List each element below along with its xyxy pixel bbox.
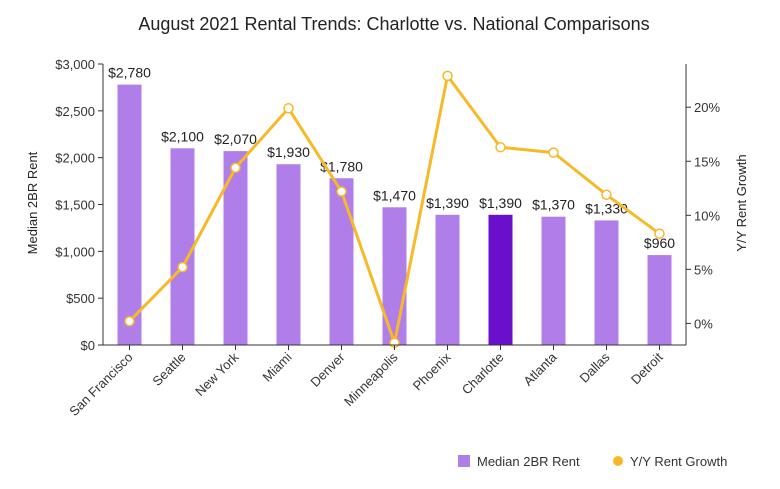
data-label: $2,100 xyxy=(161,128,204,144)
x-tick-label: Atlanta xyxy=(520,349,560,389)
bar xyxy=(276,164,301,345)
growth-point xyxy=(336,186,347,197)
bar xyxy=(223,151,248,345)
bar xyxy=(541,216,566,345)
legend-swatch-rent xyxy=(458,455,470,467)
y-tick-label: $1,000 xyxy=(55,244,95,259)
growth-point xyxy=(230,162,241,174)
x-tick-label: Seattle xyxy=(149,350,188,389)
growth-point xyxy=(283,103,294,114)
bar xyxy=(382,207,407,345)
growth-point xyxy=(177,261,188,273)
bar xyxy=(117,84,142,346)
y-tick-label: $1,500 xyxy=(55,198,95,213)
x-tick-label: Charlotte xyxy=(459,350,507,398)
bar xyxy=(170,148,195,345)
y-tick-label: $0 xyxy=(81,338,95,353)
growth-point xyxy=(495,141,506,153)
y-tick-label: $2,000 xyxy=(55,151,95,166)
data-label: $2,070 xyxy=(214,131,257,147)
growth-point xyxy=(442,70,453,82)
bar xyxy=(329,178,354,345)
legend: Median 2BR Rent Y/Y Rent Growth xyxy=(458,454,727,469)
legend-swatch-growth xyxy=(613,456,623,466)
growth-point xyxy=(654,228,665,239)
growth-point xyxy=(548,147,559,158)
y2-axis-title: Y/Y Rent Growth xyxy=(734,154,749,251)
y2-tick-label: 0% xyxy=(694,316,713,331)
data-label: $1,470 xyxy=(373,187,416,203)
data-label: $1,370 xyxy=(532,197,575,213)
y2-tick-label: 15% xyxy=(694,154,720,169)
data-label: $1,930 xyxy=(267,144,310,160)
legend-label-growth: Y/Y Rent Growth xyxy=(630,454,727,469)
data-label: $1,330 xyxy=(585,200,628,216)
data-label: $2,780 xyxy=(108,65,151,81)
data-label: $960 xyxy=(644,235,675,251)
x-tick-label: Miami xyxy=(259,349,294,384)
y2-tick-label: 5% xyxy=(694,262,713,277)
y2-tick-label: 20% xyxy=(694,100,720,115)
data-label: $1,390 xyxy=(426,195,469,211)
legend-label-rent: Median 2BR Rent xyxy=(477,454,580,469)
growth-point xyxy=(124,315,135,327)
x-tick-label: Phoenix xyxy=(410,349,454,393)
bar xyxy=(435,214,460,345)
y-axis-title: Median 2BR Rent xyxy=(25,151,40,254)
x-tick-label: Dallas xyxy=(576,349,613,386)
line-group xyxy=(124,70,665,349)
y-tick-label: $3,000 xyxy=(55,57,95,72)
x-tick-label: Denver xyxy=(307,349,348,390)
bar xyxy=(647,255,672,345)
data-label: $1,390 xyxy=(479,195,522,211)
y2-tick-label: 10% xyxy=(694,208,720,223)
y-tick-label: $2,500 xyxy=(55,104,95,119)
bar xyxy=(488,214,513,345)
data-label: $1,780 xyxy=(320,158,363,174)
bar xyxy=(594,220,619,345)
x-tick-label: San Francisco xyxy=(66,350,135,419)
x-tick-label: New York xyxy=(192,349,242,399)
chart-title: August 2021 Rental Trends: Charlotte vs.… xyxy=(138,14,649,34)
x-tick-label: Detroit xyxy=(628,349,666,387)
y-tick-label: $500 xyxy=(66,291,95,306)
x-tick-label: Minneapolis xyxy=(341,349,401,409)
growth-point xyxy=(601,189,612,201)
bars-group: $2,780 $2,100 $2,070 $1,930 $1,780 $1,470 $1,3… xyxy=(108,65,675,346)
